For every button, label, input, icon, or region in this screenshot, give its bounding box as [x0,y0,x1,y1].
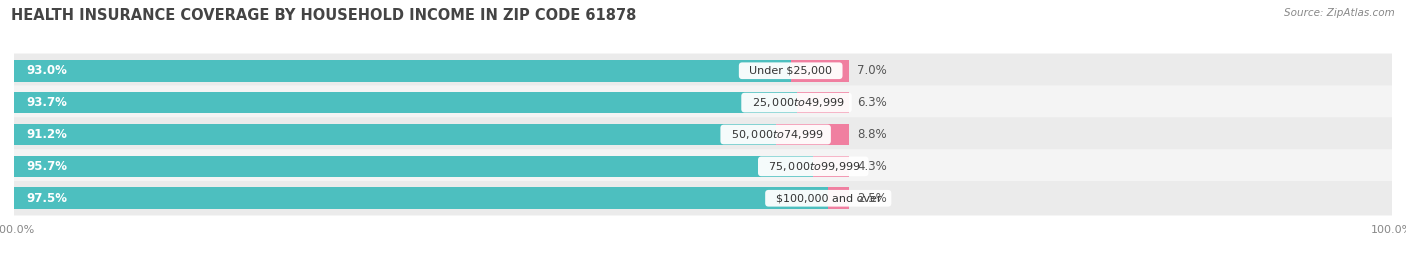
Bar [14,187,828,209]
Bar [813,155,849,177]
Text: $100,000 and over: $100,000 and over [769,193,889,203]
Text: 6.3%: 6.3% [858,96,887,109]
Bar [14,155,813,177]
FancyBboxPatch shape [6,54,1392,88]
FancyBboxPatch shape [6,181,1392,215]
Bar [797,92,849,114]
Text: 97.5%: 97.5% [27,192,67,205]
Bar [14,124,776,145]
Bar [790,60,849,82]
Text: 7.0%: 7.0% [858,64,887,77]
Text: HEALTH INSURANCE COVERAGE BY HOUSEHOLD INCOME IN ZIP CODE 61878: HEALTH INSURANCE COVERAGE BY HOUSEHOLD I… [11,8,637,23]
Text: 91.2%: 91.2% [27,128,67,141]
Bar [14,60,790,82]
Text: Under $25,000: Under $25,000 [742,66,839,76]
Text: 2.5%: 2.5% [858,192,887,205]
Bar [776,124,849,145]
Text: 93.0%: 93.0% [27,64,67,77]
Bar [828,187,849,209]
Text: 95.7%: 95.7% [27,160,67,173]
Bar [14,92,797,114]
Text: $25,000 to $49,999: $25,000 to $49,999 [745,96,848,109]
FancyBboxPatch shape [6,149,1392,184]
Text: Source: ZipAtlas.com: Source: ZipAtlas.com [1284,8,1395,18]
FancyBboxPatch shape [6,117,1392,152]
Text: 8.8%: 8.8% [858,128,887,141]
Text: 4.3%: 4.3% [858,160,887,173]
FancyBboxPatch shape [6,85,1392,120]
Text: $75,000 to $99,999: $75,000 to $99,999 [761,160,865,173]
Text: 93.7%: 93.7% [27,96,67,109]
Text: $50,000 to $74,999: $50,000 to $74,999 [724,128,828,141]
